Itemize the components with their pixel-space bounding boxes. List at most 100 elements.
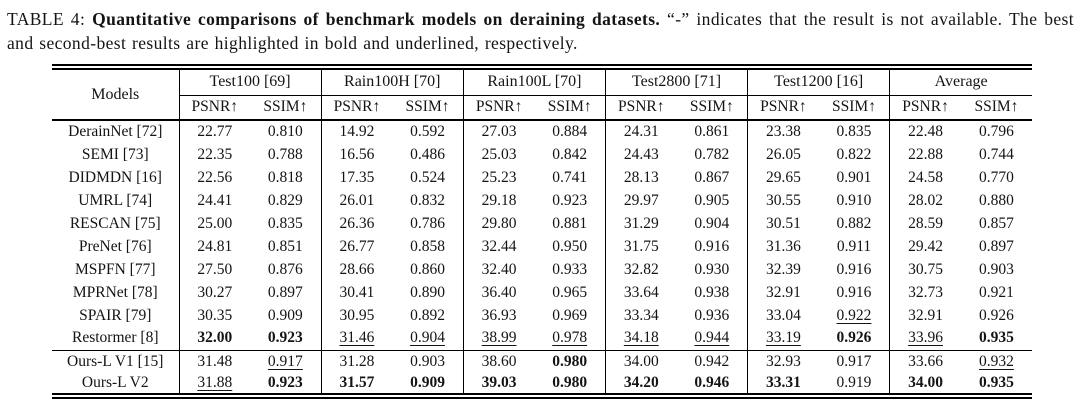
value-cell: 33.66 <box>889 350 961 373</box>
value-cell: 0.880 <box>978 191 1014 209</box>
value-cell: 32.93 <box>747 350 819 373</box>
value-cell: 0.897 <box>267 283 303 301</box>
value-cell: 32.82 <box>604 258 677 281</box>
metric-header-psnr: PSNR↑ <box>320 95 393 121</box>
model-name: UMRL [74] <box>78 191 153 209</box>
value-cell: 32.91 <box>889 304 961 327</box>
value-cell: 0.944 <box>676 327 748 351</box>
value-cell: 33.31 <box>747 373 819 396</box>
value-cell: 0.980 <box>552 352 588 370</box>
metric-header-psnr: PSNR↑ <box>604 95 677 121</box>
metric-header-row: PSNR↑ SSIM↑ PSNR↑ SSIM↑ PSNR↑ SSIM↑ PSNR↑ SSIM↑… <box>52 95 1032 121</box>
group-header-rain100l: Rain100L [70] <box>462 67 606 96</box>
value-cell: 39.03 <box>462 373 535 396</box>
value-cell: 0.946 <box>694 374 730 391</box>
metric-header-ssim: SSIM↑ <box>960 95 1032 121</box>
caption-title: Quantitative comparisons of benchmark mo… <box>92 9 661 29</box>
value-cell: 0.922 <box>836 306 872 324</box>
value-cell: 24.81 <box>178 235 251 258</box>
table-row: Restormer [8] 32.00 0.923 31.46 0.904 38.99 0.… <box>52 327 1032 351</box>
value-cell: 30.27 <box>178 281 251 304</box>
value-cell: 0.916 <box>694 237 730 255</box>
value-cell: 0.818 <box>267 168 303 186</box>
value-cell: 27.03 <box>462 120 535 143</box>
model-name: PreNet [76] <box>78 237 152 255</box>
value-cell: 28.66 <box>320 258 393 281</box>
value-cell: 0.892 <box>410 306 445 324</box>
value-cell: 36.93 <box>462 304 535 327</box>
value-cell: 32.40 <box>462 258 535 281</box>
value-cell: 32.91 <box>747 281 819 304</box>
value-cell: 25.03 <box>462 143 535 166</box>
value-cell: 28.59 <box>889 212 961 235</box>
table-caption: TABLE 4: Quantitative comparisons of ben… <box>0 0 1080 55</box>
value-cell: 26.05 <box>747 143 819 166</box>
value-cell: 0.923 <box>250 327 322 351</box>
value-cell: 31.29 <box>604 212 677 235</box>
value-cell: 24.43 <box>604 143 677 166</box>
metric-header-psnr: PSNR↑ <box>462 95 535 121</box>
value-cell: 30.51 <box>747 212 819 235</box>
value-cell: 22.56 <box>178 166 251 189</box>
value-cell: 36.40 <box>462 281 535 304</box>
value-cell: 0.935 <box>978 374 1014 391</box>
value-cell: 0.835 <box>267 214 303 232</box>
value-cell: 0.842 <box>552 145 588 163</box>
value-cell: 28.13 <box>604 166 677 189</box>
model-name: Restormer [8] <box>52 327 179 351</box>
value-cell: 31.88 <box>178 373 251 396</box>
value-cell: 0.858 <box>410 237 445 255</box>
group-header-average: Average <box>889 67 1032 96</box>
model-name: DIDMDN [16] <box>68 168 162 186</box>
value-cell: 0.829 <box>267 191 303 209</box>
value-cell: 0.822 <box>836 145 872 163</box>
metric-header-psnr: PSNR↑ <box>178 95 251 121</box>
value-cell: 0.980 <box>552 374 588 391</box>
value-cell: 0.897 <box>978 237 1014 255</box>
table-row: Ours-L V1 [15] 31.48 0.917 31.28 0.903 38.60 0… <box>52 350 1032 373</box>
value-cell: 0.930 <box>694 260 730 278</box>
value-cell: 0.905 <box>694 191 730 209</box>
value-cell: 0.782 <box>694 145 730 163</box>
results-table: Models Test100 [69] Rain100H [70] Rain10… <box>52 64 1032 399</box>
group-header-test1200: Test1200 [16] <box>747 67 890 96</box>
value-cell: 0.741 <box>552 168 588 186</box>
value-cell: 0.911 <box>836 237 872 255</box>
value-cell: 16.56 <box>320 143 393 166</box>
value-cell: 25.00 <box>178 212 251 235</box>
value-cell: 34.00 <box>889 373 961 396</box>
value-cell: 0.832 <box>410 191 445 209</box>
value-cell: 0.861 <box>694 123 730 140</box>
metric-header-ssim: SSIM↑ <box>818 95 890 121</box>
metric-header-psnr: PSNR↑ <box>747 95 819 121</box>
table-row: SPAIR [79] 30.35 0.909 30.95 0.892 36.93 0.969… <box>52 304 1032 327</box>
value-cell: 33.64 <box>604 281 677 304</box>
value-cell: 0.909 <box>267 306 303 324</box>
value-cell: 0.916 <box>836 283 872 301</box>
table-row: UMRL [74] 24.41 0.829 26.01 0.832 29.18 0.923 2… <box>52 189 1032 212</box>
value-cell: 29.18 <box>462 189 535 212</box>
value-cell: 31.75 <box>604 235 677 258</box>
value-cell: 29.80 <box>462 212 535 235</box>
value-cell: 30.55 <box>747 189 819 212</box>
value-cell: 0.910 <box>836 191 872 209</box>
value-cell: 0.938 <box>694 283 730 301</box>
group-header-test2800: Test2800 [71] <box>604 67 748 96</box>
value-cell: 0.921 <box>978 283 1014 301</box>
value-cell: 31.48 <box>178 350 251 373</box>
value-cell: 0.933 <box>552 260 588 278</box>
value-cell: 29.42 <box>889 235 961 258</box>
value-cell: 0.876 <box>267 260 303 278</box>
value-cell: 31.46 <box>320 327 393 351</box>
caption-label: TABLE 4: <box>7 9 93 29</box>
value-cell: 0.810 <box>267 123 303 140</box>
table-row: MSPFN [77] 27.50 0.876 28.66 0.860 32.40 0.933… <box>52 258 1032 281</box>
metric-header-ssim: SSIM↑ <box>676 95 748 121</box>
value-cell: 24.58 <box>889 166 961 189</box>
value-cell: 0.916 <box>836 260 872 278</box>
table-row: MPRNet [78] 30.27 0.897 30.41 0.890 36.40 0.96… <box>52 281 1032 304</box>
value-cell: 0.744 <box>978 145 1014 163</box>
value-cell: 0.867 <box>694 168 730 186</box>
value-cell: 0.890 <box>410 283 445 301</box>
